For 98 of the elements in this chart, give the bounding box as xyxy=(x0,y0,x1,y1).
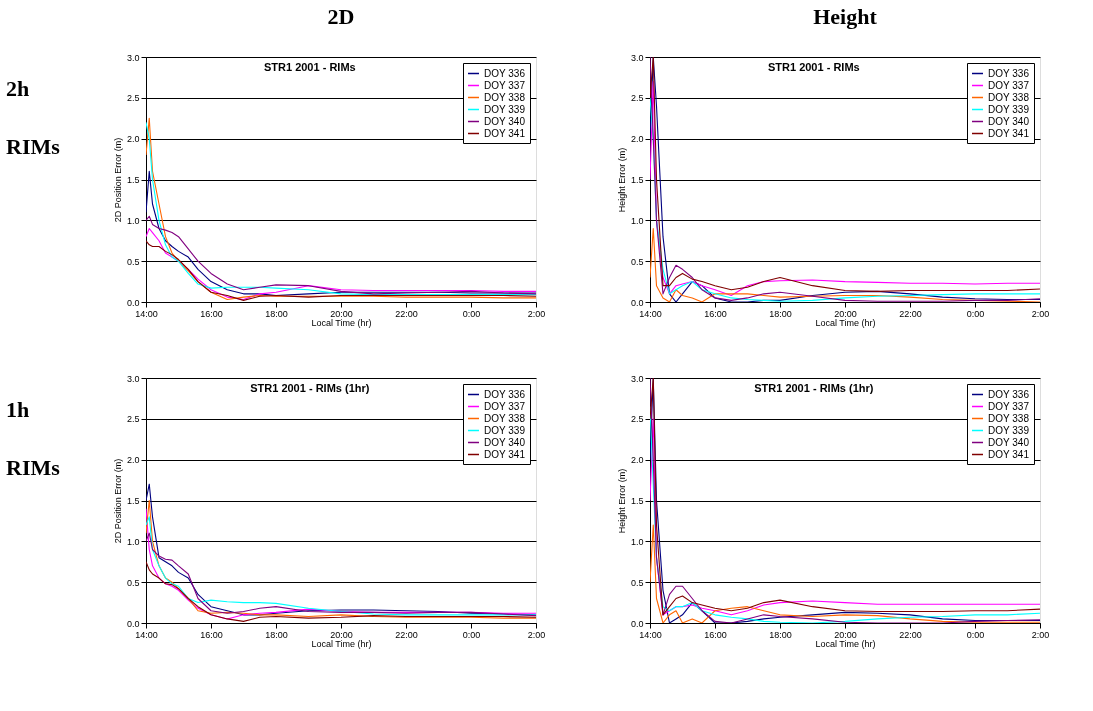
y-tick-label: 1.5 xyxy=(126,175,140,185)
text: RIMs xyxy=(6,455,61,480)
x-tick-label: 18:00 xyxy=(265,629,288,640)
x-tick-label: 22:00 xyxy=(395,629,418,640)
y-tick-label: 0.0 xyxy=(630,618,644,629)
x-tick-label: 2:00 xyxy=(1031,629,1050,640)
legend-label: DOY 340 xyxy=(484,436,526,448)
x-axis-title: Local Time (hr) xyxy=(311,638,372,649)
x-tick-label: 18:00 xyxy=(769,308,792,319)
x-tick-label: 18:00 xyxy=(265,308,288,319)
y-tick-label: 0.5 xyxy=(630,577,644,588)
x-tick-label: 0:00 xyxy=(462,308,481,319)
x-axis-title: Local Time (hr) xyxy=(311,317,372,328)
y-tick-label: 2.0 xyxy=(126,455,140,466)
y-tick-label: 0.0 xyxy=(126,297,140,308)
legend-label: DOY 341 xyxy=(988,127,1030,139)
x-tick-label: 16:00 xyxy=(200,308,223,319)
legend-label: DOY 340 xyxy=(484,115,526,127)
x-tick-label: 16:00 xyxy=(704,629,727,640)
x-axis-title: Local Time (hr) xyxy=(815,638,876,649)
x-tick-label: 16:00 xyxy=(704,308,727,319)
legend-label: DOY 338 xyxy=(988,91,1030,103)
x-tick-label: 2:00 xyxy=(527,308,546,319)
x-tick-label: 0:00 xyxy=(966,629,985,640)
y-tick-label: 1.0 xyxy=(126,215,140,226)
y-axis-title: Height Error (m) xyxy=(616,468,627,534)
x-tick-label: 22:00 xyxy=(395,308,418,319)
legend-label: DOY 339 xyxy=(988,103,1030,115)
y-tick-label: 0.5 xyxy=(126,256,140,267)
legend-label: DOY 337 xyxy=(484,400,526,412)
x-tick-label: 20:00 xyxy=(330,629,353,640)
y-tick-label: 2.5 xyxy=(630,414,644,425)
y-tick-label: 1.5 xyxy=(630,175,644,185)
y-tick-label: 3.0 xyxy=(126,52,140,63)
legend-label: DOY 340 xyxy=(988,436,1030,448)
y-axis-title: Height Error (m) xyxy=(616,147,627,213)
chart-title: STR1 2001 - RIMs xyxy=(263,61,356,73)
legend-label: DOY 336 xyxy=(988,67,1030,79)
y-tick-label: 0.0 xyxy=(126,618,140,629)
legend-label: DOY 337 xyxy=(988,79,1030,91)
y-tick-label: 2.5 xyxy=(126,93,140,104)
text: Height xyxy=(813,4,878,29)
x-tick-label: 14:00 xyxy=(639,308,662,319)
chart-title: STR1 2001 - RIMs (1hr) xyxy=(754,382,874,394)
legend-label: DOY 338 xyxy=(484,412,526,424)
y-tick-label: 1.0 xyxy=(126,536,140,547)
y-axis-title: 2D Position Error (m) xyxy=(112,458,123,544)
x-tick-label: 20:00 xyxy=(834,629,857,640)
x-tick-label: 20:00 xyxy=(834,308,857,319)
x-tick-label: 22:00 xyxy=(899,308,922,319)
x-tick-label: 0:00 xyxy=(462,629,481,640)
legend-label: DOY 339 xyxy=(484,424,526,436)
x-axis-title: Local Time (hr) xyxy=(815,317,876,328)
legend-label: DOY 341 xyxy=(484,448,526,460)
legend-label: DOY 340 xyxy=(988,115,1030,127)
y-tick-label: 0.0 xyxy=(630,297,644,308)
legend-label: DOY 336 xyxy=(988,388,1030,400)
x-tick-label: 2:00 xyxy=(1031,308,1050,319)
y-tick-label: 2.0 xyxy=(630,134,644,145)
legend-label: DOY 337 xyxy=(988,400,1030,412)
legend-label: DOY 339 xyxy=(988,424,1030,436)
y-axis-title: 2D Position Error (m) xyxy=(112,137,123,223)
x-tick-label: 0:00 xyxy=(966,308,985,319)
legend-label: DOY 338 xyxy=(988,412,1030,424)
y-tick-label: 2.5 xyxy=(126,414,140,425)
y-tick-label: 1.0 xyxy=(630,215,644,226)
legend-label: DOY 338 xyxy=(484,91,526,103)
text: RIMs xyxy=(6,134,61,159)
x-tick-label: 2:00 xyxy=(527,629,546,640)
y-tick-label: 2.5 xyxy=(630,93,644,104)
legend-label: DOY 337 xyxy=(484,79,526,91)
y-tick-label: 3.0 xyxy=(630,52,644,63)
y-tick-label: 1.5 xyxy=(126,496,140,506)
x-tick-label: 18:00 xyxy=(769,629,792,640)
x-tick-label: 16:00 xyxy=(200,629,223,640)
y-tick-label: 3.0 xyxy=(126,373,140,384)
y-tick-label: 1.5 xyxy=(630,496,644,506)
x-tick-label: 14:00 xyxy=(639,629,662,640)
y-tick-label: 2.0 xyxy=(630,455,644,466)
x-tick-label: 22:00 xyxy=(899,629,922,640)
x-tick-label: 14:00 xyxy=(135,308,158,319)
text: 1h xyxy=(6,397,30,422)
text: 2D xyxy=(327,4,355,29)
y-tick-label: 0.5 xyxy=(126,577,140,588)
y-tick-label: 0.5 xyxy=(630,256,644,267)
y-tick-label: 3.0 xyxy=(630,373,644,384)
chart-title: STR1 2001 - RIMs xyxy=(767,61,860,73)
x-tick-label: 20:00 xyxy=(330,308,353,319)
y-tick-label: 1.0 xyxy=(630,536,644,547)
legend-label: DOY 336 xyxy=(484,388,526,400)
legend-label: DOY 339 xyxy=(484,103,526,115)
x-tick-label: 14:00 xyxy=(135,629,158,640)
y-tick-label: 2.0 xyxy=(126,134,140,145)
legend-label: DOY 336 xyxy=(484,67,526,79)
legend-label: DOY 341 xyxy=(484,127,526,139)
legend-label: DOY 341 xyxy=(988,448,1030,460)
chart-title: STR1 2001 - RIMs (1hr) xyxy=(250,382,370,394)
text: 2h xyxy=(6,76,30,101)
